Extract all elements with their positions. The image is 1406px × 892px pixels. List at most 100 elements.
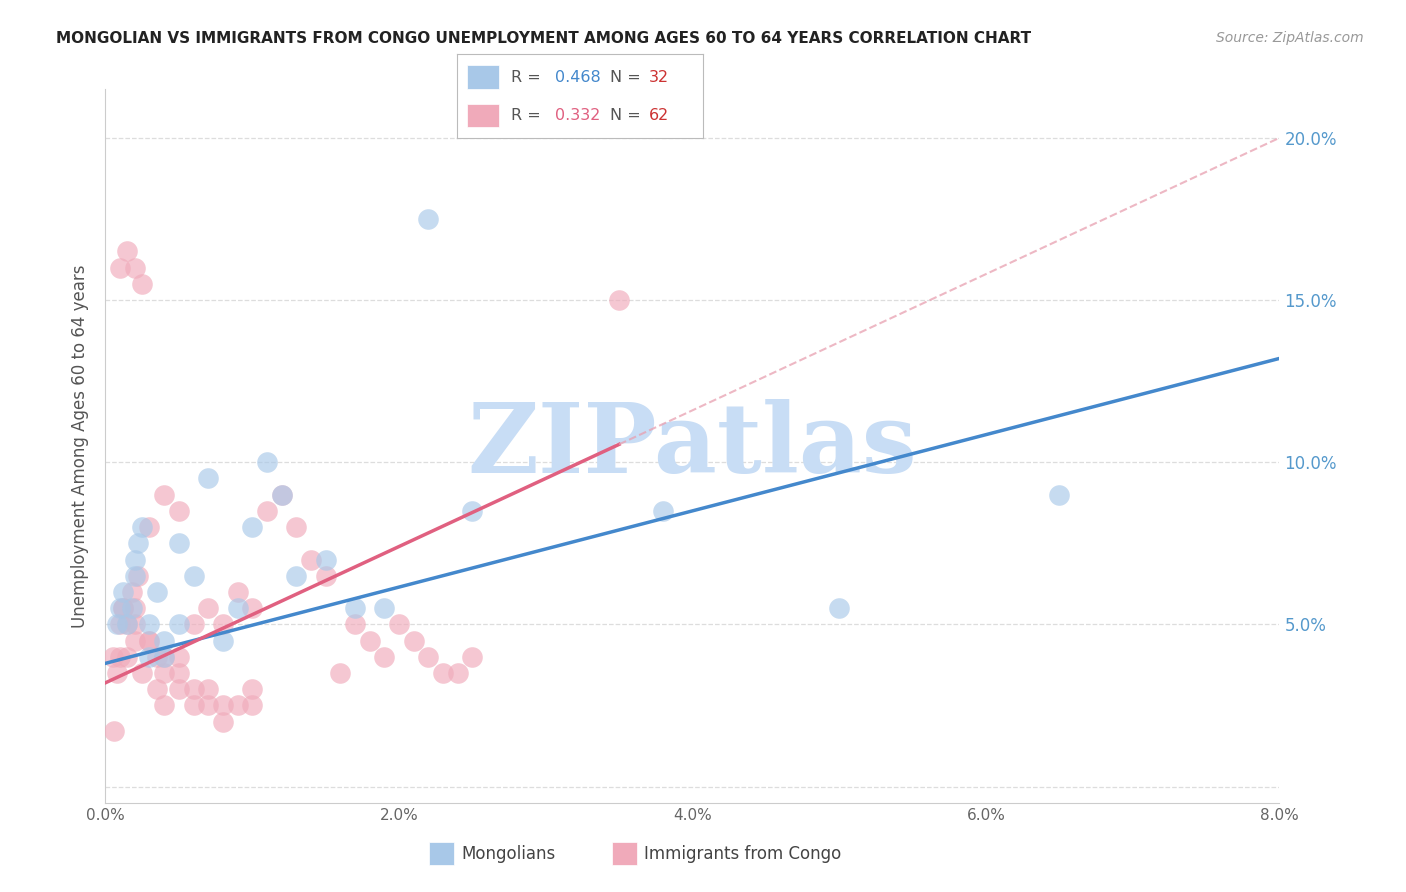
Point — [197, 471, 219, 485]
Point — [138, 633, 160, 648]
Point — [124, 601, 146, 615]
Point — [183, 568, 205, 582]
Point — [240, 601, 263, 615]
Text: ZIPatlas: ZIPatlas — [468, 399, 917, 493]
Point — [153, 666, 176, 681]
Point — [167, 504, 190, 518]
Text: 62: 62 — [650, 108, 669, 123]
Point — [108, 649, 131, 664]
Point — [226, 601, 249, 615]
Point — [112, 585, 135, 599]
Point — [103, 724, 125, 739]
Point — [256, 455, 278, 469]
Point — [108, 260, 131, 275]
Point — [197, 698, 219, 713]
Y-axis label: Unemployment Among Ages 60 to 64 years: Unemployment Among Ages 60 to 64 years — [72, 264, 90, 628]
Point — [153, 633, 176, 648]
Point — [153, 649, 176, 664]
Point — [153, 649, 176, 664]
Point — [373, 601, 395, 615]
Point — [343, 601, 366, 615]
Point — [461, 504, 484, 518]
Text: 0.332: 0.332 — [555, 108, 600, 123]
Point — [167, 682, 190, 697]
Point — [167, 536, 190, 550]
Point — [167, 617, 190, 632]
Point — [153, 698, 176, 713]
Point — [112, 601, 135, 615]
Point — [373, 649, 395, 664]
Point — [226, 585, 249, 599]
Point — [131, 520, 153, 534]
Point — [138, 649, 160, 664]
Text: Immigrants from Congo: Immigrants from Congo — [644, 845, 841, 863]
Point — [117, 617, 139, 632]
Bar — [467, 103, 499, 128]
Point — [211, 633, 233, 648]
Point — [146, 649, 169, 664]
Text: MONGOLIAN VS IMMIGRANTS FROM CONGO UNEMPLOYMENT AMONG AGES 60 TO 64 YEARS CORREL: MONGOLIAN VS IMMIGRANTS FROM CONGO UNEMP… — [56, 31, 1032, 46]
Point — [197, 682, 219, 697]
Point — [359, 633, 381, 648]
Point — [105, 666, 128, 681]
Point — [127, 568, 149, 582]
Point — [138, 633, 160, 648]
Point — [131, 666, 153, 681]
Point — [146, 585, 169, 599]
Point — [1047, 488, 1070, 502]
Point — [607, 293, 630, 307]
Point — [197, 601, 219, 615]
Text: N =: N = — [610, 108, 645, 123]
Point — [446, 666, 468, 681]
Point — [285, 568, 308, 582]
Text: R =: R = — [512, 108, 546, 123]
Text: Source: ZipAtlas.com: Source: ZipAtlas.com — [1216, 31, 1364, 45]
Point — [117, 617, 139, 632]
Text: N =: N = — [610, 70, 645, 85]
Point — [211, 698, 233, 713]
Point — [183, 698, 205, 713]
Point — [108, 617, 131, 632]
Point — [652, 504, 675, 518]
Point — [418, 649, 440, 664]
Point — [343, 617, 366, 632]
Point — [388, 617, 411, 632]
Point — [153, 488, 176, 502]
Text: 32: 32 — [650, 70, 669, 85]
Text: 0.468: 0.468 — [555, 70, 602, 85]
Point — [240, 520, 263, 534]
Point — [124, 260, 146, 275]
Point — [146, 682, 169, 697]
Point — [240, 682, 263, 697]
Point — [432, 666, 454, 681]
Point — [270, 488, 292, 502]
Point — [211, 714, 233, 729]
Point — [131, 277, 153, 291]
Text: Mongolians: Mongolians — [461, 845, 555, 863]
Point — [461, 649, 484, 664]
Point — [121, 585, 143, 599]
Point — [315, 552, 337, 566]
Point — [138, 520, 160, 534]
Point — [240, 698, 263, 713]
Point — [270, 488, 292, 502]
Point — [124, 617, 146, 632]
Point — [138, 617, 160, 632]
Point — [167, 666, 190, 681]
Point — [124, 633, 146, 648]
Point — [256, 504, 278, 518]
Point — [315, 568, 337, 582]
Point — [299, 552, 322, 566]
Point — [124, 568, 146, 582]
Point — [402, 633, 425, 648]
Point — [117, 649, 139, 664]
Point — [127, 536, 149, 550]
Point — [183, 617, 205, 632]
Point — [101, 649, 124, 664]
Point — [418, 211, 440, 226]
Point — [183, 682, 205, 697]
Point — [108, 601, 131, 615]
Point — [121, 601, 143, 615]
Point — [329, 666, 352, 681]
Point — [124, 552, 146, 566]
